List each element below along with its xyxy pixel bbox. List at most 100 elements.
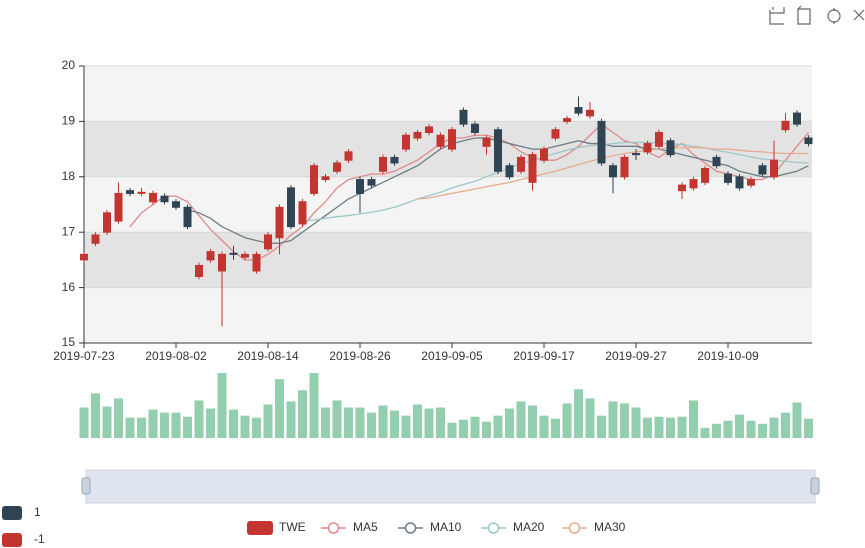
candle-body bbox=[252, 253, 261, 272]
data-zoom-slider[interactable] bbox=[81, 469, 820, 504]
volume-bar bbox=[436, 407, 445, 438]
y-tick-label: 16 bbox=[62, 280, 76, 294]
visual-map-label[interactable]: -1 bbox=[34, 532, 45, 546]
y-tick-label: 15 bbox=[62, 335, 76, 349]
zoom-reset-icon[interactable] bbox=[797, 5, 811, 25]
volume-bar bbox=[781, 412, 790, 438]
candle-body bbox=[126, 190, 134, 194]
candle-body bbox=[241, 253, 249, 258]
ma-line bbox=[302, 141, 809, 222]
x-tick-label: 2019-08-14 bbox=[237, 349, 299, 363]
volume-bar bbox=[298, 390, 307, 438]
volume-bar bbox=[252, 417, 261, 438]
candle-body bbox=[344, 151, 353, 161]
volume-bar bbox=[344, 407, 353, 438]
volume-bar bbox=[712, 423, 721, 438]
volume-bar bbox=[574, 389, 583, 438]
legend-swatch[interactable] bbox=[327, 522, 340, 534]
x-tick-label: 2019-07-23 bbox=[53, 349, 115, 363]
legend-label[interactable]: MA10 bbox=[430, 520, 462, 534]
x-tick-label: 2019-09-17 bbox=[513, 349, 575, 363]
legend-swatch[interactable] bbox=[487, 522, 500, 534]
legend-swatch[interactable] bbox=[404, 522, 417, 534]
volume-bar bbox=[378, 405, 388, 438]
volume-bar bbox=[160, 412, 169, 438]
volume-bar bbox=[332, 400, 342, 438]
ma-line bbox=[129, 123, 810, 261]
x-tick-label: 2019-09-27 bbox=[605, 349, 667, 363]
candle-body bbox=[413, 131, 422, 139]
candle-body bbox=[80, 253, 88, 261]
candle-body bbox=[172, 201, 180, 208]
legend-label[interactable]: TWE bbox=[279, 520, 306, 534]
candle-body bbox=[91, 234, 100, 244]
candle-body bbox=[609, 165, 617, 178]
volume-bar bbox=[804, 418, 813, 438]
volume-bar bbox=[125, 417, 135, 438]
zoom-icon[interactable] bbox=[769, 7, 785, 25]
candle-body bbox=[666, 140, 675, 156]
volume-bar bbox=[735, 414, 744, 438]
volume-bar bbox=[608, 401, 618, 438]
candle-body bbox=[356, 179, 364, 194]
volume-bar bbox=[505, 408, 514, 438]
visual-map-label[interactable]: 1 bbox=[34, 505, 41, 519]
volume-bar bbox=[769, 417, 779, 438]
volume-bar bbox=[114, 398, 123, 438]
legend-label[interactable]: MA5 bbox=[353, 520, 378, 534]
candle-body bbox=[436, 134, 445, 147]
volume-bar bbox=[562, 403, 572, 438]
volume-bar bbox=[286, 401, 296, 438]
volume-bar bbox=[137, 417, 146, 438]
slider-handle[interactable] bbox=[81, 477, 91, 495]
volume-bar bbox=[413, 404, 422, 438]
candle-body bbox=[632, 153, 640, 156]
legend-label[interactable]: MA20 bbox=[513, 520, 545, 534]
save-icon[interactable] bbox=[853, 9, 865, 21]
slider-handle[interactable] bbox=[810, 477, 820, 495]
toolbox[interactable] bbox=[769, 5, 865, 25]
volume-bar bbox=[367, 412, 376, 438]
volume-bar bbox=[666, 417, 675, 438]
volume-bar bbox=[309, 373, 319, 438]
candle-body bbox=[287, 187, 295, 228]
restore-icon[interactable] bbox=[827, 8, 841, 24]
candle-body bbox=[758, 165, 767, 175]
volume-bar bbox=[746, 420, 756, 438]
candle-body bbox=[425, 126, 433, 133]
volume-bar bbox=[631, 407, 641, 438]
candle-body bbox=[367, 179, 376, 186]
legend-label[interactable]: MA30 bbox=[594, 520, 626, 534]
candle-body bbox=[655, 131, 663, 147]
candle-body bbox=[586, 109, 594, 117]
legend-swatch[interactable] bbox=[568, 522, 581, 534]
volume-bar bbox=[401, 415, 411, 438]
candle-body bbox=[724, 173, 732, 183]
slider-window[interactable] bbox=[85, 469, 816, 504]
volume-bar bbox=[240, 415, 250, 438]
candle-body bbox=[551, 129, 560, 139]
candle-body bbox=[333, 162, 341, 172]
volume-bar bbox=[263, 404, 273, 438]
legend-swatch[interactable] bbox=[247, 521, 273, 535]
candle-body bbox=[793, 112, 801, 125]
ma-line bbox=[417, 146, 809, 200]
volume-bar bbox=[148, 409, 158, 438]
candle-body bbox=[448, 129, 456, 150]
candle-body bbox=[735, 176, 744, 189]
x-tick-label: 2019-08-02 bbox=[145, 349, 207, 363]
candle-body bbox=[103, 212, 111, 233]
y-tick-label: 18 bbox=[62, 169, 76, 183]
candle-body bbox=[597, 120, 606, 164]
visual-map-swatch[interactable] bbox=[2, 533, 22, 547]
volume-bar bbox=[217, 373, 227, 438]
visual-map-swatch[interactable] bbox=[2, 506, 22, 520]
candle-body bbox=[643, 143, 652, 153]
candle-body bbox=[505, 165, 514, 178]
volume-bar bbox=[459, 419, 468, 438]
volume-bar bbox=[597, 415, 606, 438]
candle-body bbox=[678, 184, 686, 192]
candle-body bbox=[137, 191, 146, 194]
volume-bar bbox=[539, 415, 549, 438]
